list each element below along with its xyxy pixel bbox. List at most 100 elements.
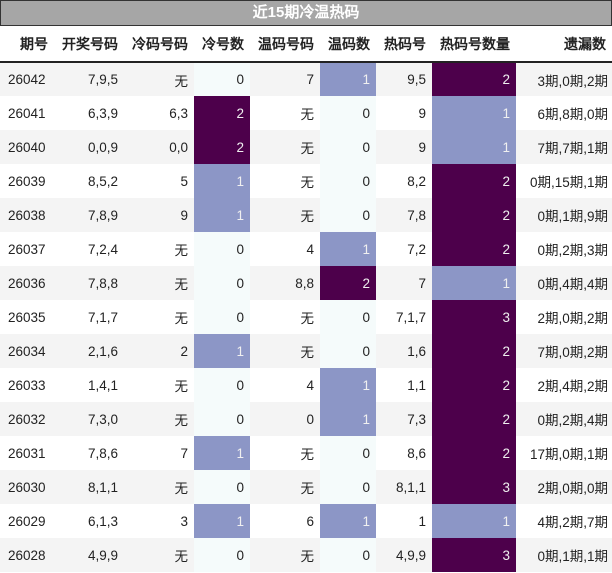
warm-codes-cell: 7	[250, 62, 320, 96]
cold-codes-cell: 无	[124, 232, 194, 266]
warm-count-cell: 0	[320, 300, 376, 334]
hot-count-cell: 2	[432, 164, 516, 198]
draw-numbers-cell: 4,9,9	[54, 538, 124, 572]
cold-codes-cell: 无	[124, 470, 194, 504]
cold-codes-cell: 无	[124, 368, 194, 402]
draw-numbers-cell: 1,4,1	[54, 368, 124, 402]
missing-periods-cell: 0期,1期,9期	[516, 198, 612, 232]
hot-count-cell: 2	[432, 198, 516, 232]
table-row: 26037 7,2,4 无 0 4 1 7,2 2 0期,2期,3期	[0, 232, 612, 266]
col-header-hot-count: 热码号数量	[432, 26, 516, 63]
cold-count-cell: 0	[194, 62, 250, 96]
col-header-issue: 期号	[0, 26, 54, 63]
table-row: 26038 7,8,9 9 1 无 0 7,8 2 0期,1期,9期	[0, 198, 612, 232]
table-row: 26031 7,8,6 7 1 无 0 8,6 2 17期,0期,1期	[0, 436, 612, 470]
hot-codes-cell: 9	[376, 96, 432, 130]
hot-codes-cell: 1,1	[376, 368, 432, 402]
header-row: 期号 开奖号码 冷码号码 冷号数 温码号码 温码数 热码号 热码号数量 遗漏数	[0, 26, 612, 63]
issue-cell: 26029	[0, 504, 54, 538]
table-row: 26028 4,9,9 无 0 无 0 4,9,9 3 0期,1期,1期	[0, 538, 612, 572]
warm-codes-cell: 无	[250, 334, 320, 368]
col-header-warm-codes: 温码号码	[250, 26, 320, 63]
cold-codes-cell: 2	[124, 334, 194, 368]
missing-periods-cell: 0期,15期,1期	[516, 164, 612, 198]
warm-codes-cell: 4	[250, 232, 320, 266]
warm-count-cell: 1	[320, 504, 376, 538]
draw-numbers-cell: 7,8,6	[54, 436, 124, 470]
cold-count-cell: 0	[194, 300, 250, 334]
cold-codes-cell: 无	[124, 62, 194, 96]
table-row: 26035 7,1,7 无 0 无 0 7,1,7 3 2期,0期,2期	[0, 300, 612, 334]
col-header-draw: 开奖号码	[54, 26, 124, 63]
col-header-missing: 遗漏数	[516, 26, 612, 63]
cold-codes-cell: 3	[124, 504, 194, 538]
issue-cell: 26037	[0, 232, 54, 266]
warm-count-cell: 0	[320, 538, 376, 572]
missing-periods-cell: 17期,0期,1期	[516, 436, 612, 470]
col-header-warm-count: 温码数	[320, 26, 376, 63]
hot-count-cell: 2	[432, 402, 516, 436]
warm-count-cell: 0	[320, 436, 376, 470]
missing-periods-cell: 0期,4期,4期	[516, 266, 612, 300]
hot-count-cell: 2	[432, 334, 516, 368]
issue-cell: 26035	[0, 300, 54, 334]
draw-numbers-cell: 7,9,5	[54, 62, 124, 96]
cold-codes-cell: 0,0	[124, 130, 194, 164]
hot-count-cell: 1	[432, 96, 516, 130]
cold-count-cell: 0	[194, 538, 250, 572]
cold-codes-cell: 无	[124, 266, 194, 300]
warm-count-cell: 0	[320, 164, 376, 198]
hot-codes-cell: 1,6	[376, 334, 432, 368]
issue-cell: 26030	[0, 470, 54, 504]
hot-codes-cell: 8,1,1	[376, 470, 432, 504]
cold-codes-cell: 7	[124, 436, 194, 470]
missing-periods-cell: 6期,8期,0期	[516, 96, 612, 130]
table-row: 26034 2,1,6 2 1 无 0 1,6 2 7期,0期,2期	[0, 334, 612, 368]
cold-count-cell: 1	[194, 198, 250, 232]
warm-codes-cell: 无	[250, 198, 320, 232]
col-header-cold-count: 冷号数	[194, 26, 250, 63]
hot-count-cell: 2	[432, 62, 516, 96]
hot-codes-cell: 4,9,9	[376, 538, 432, 572]
draw-numbers-cell: 7,2,4	[54, 232, 124, 266]
draw-numbers-cell: 0,0,9	[54, 130, 124, 164]
warm-count-cell: 2	[320, 266, 376, 300]
hot-codes-cell: 9,5	[376, 62, 432, 96]
missing-periods-cell: 2期,4期,2期	[516, 368, 612, 402]
hot-count-cell: 2	[432, 232, 516, 266]
cold-count-cell: 0	[194, 232, 250, 266]
cold-codes-cell: 6,3	[124, 96, 194, 130]
cold-count-cell: 1	[194, 504, 250, 538]
hot-codes-cell: 7,8	[376, 198, 432, 232]
hot-codes-cell: 7	[376, 266, 432, 300]
warm-codes-cell: 8,8	[250, 266, 320, 300]
issue-cell: 26038	[0, 198, 54, 232]
draw-numbers-cell: 8,1,1	[54, 470, 124, 504]
cold-codes-cell: 9	[124, 198, 194, 232]
draw-numbers-cell: 6,1,3	[54, 504, 124, 538]
hot-codes-cell: 7,2	[376, 232, 432, 266]
missing-periods-cell: 0期,2期,3期	[516, 232, 612, 266]
hot-codes-cell: 8,6	[376, 436, 432, 470]
cold-count-cell: 2	[194, 96, 250, 130]
warm-count-cell: 1	[320, 62, 376, 96]
issue-cell: 26031	[0, 436, 54, 470]
cold-count-cell: 1	[194, 436, 250, 470]
warm-count-cell: 0	[320, 198, 376, 232]
warm-count-cell: 1	[320, 368, 376, 402]
data-table: 期号 开奖号码 冷码号码 冷号数 温码号码 温码数 热码号 热码号数量 遗漏数 …	[0, 26, 612, 572]
issue-cell: 26041	[0, 96, 54, 130]
table-row: 26039 8,5,2 5 1 无 0 8,2 2 0期,15期,1期	[0, 164, 612, 198]
hot-count-cell: 3	[432, 538, 516, 572]
draw-numbers-cell: 7,3,0	[54, 402, 124, 436]
hot-codes-cell: 7,1,7	[376, 300, 432, 334]
warm-count-cell: 0	[320, 130, 376, 164]
cold-count-cell: 0	[194, 266, 250, 300]
issue-cell: 26039	[0, 164, 54, 198]
hot-count-cell: 1	[432, 266, 516, 300]
draw-numbers-cell: 7,1,7	[54, 300, 124, 334]
hot-count-cell: 2	[432, 368, 516, 402]
hot-count-cell: 1	[432, 504, 516, 538]
cold-codes-cell: 无	[124, 300, 194, 334]
